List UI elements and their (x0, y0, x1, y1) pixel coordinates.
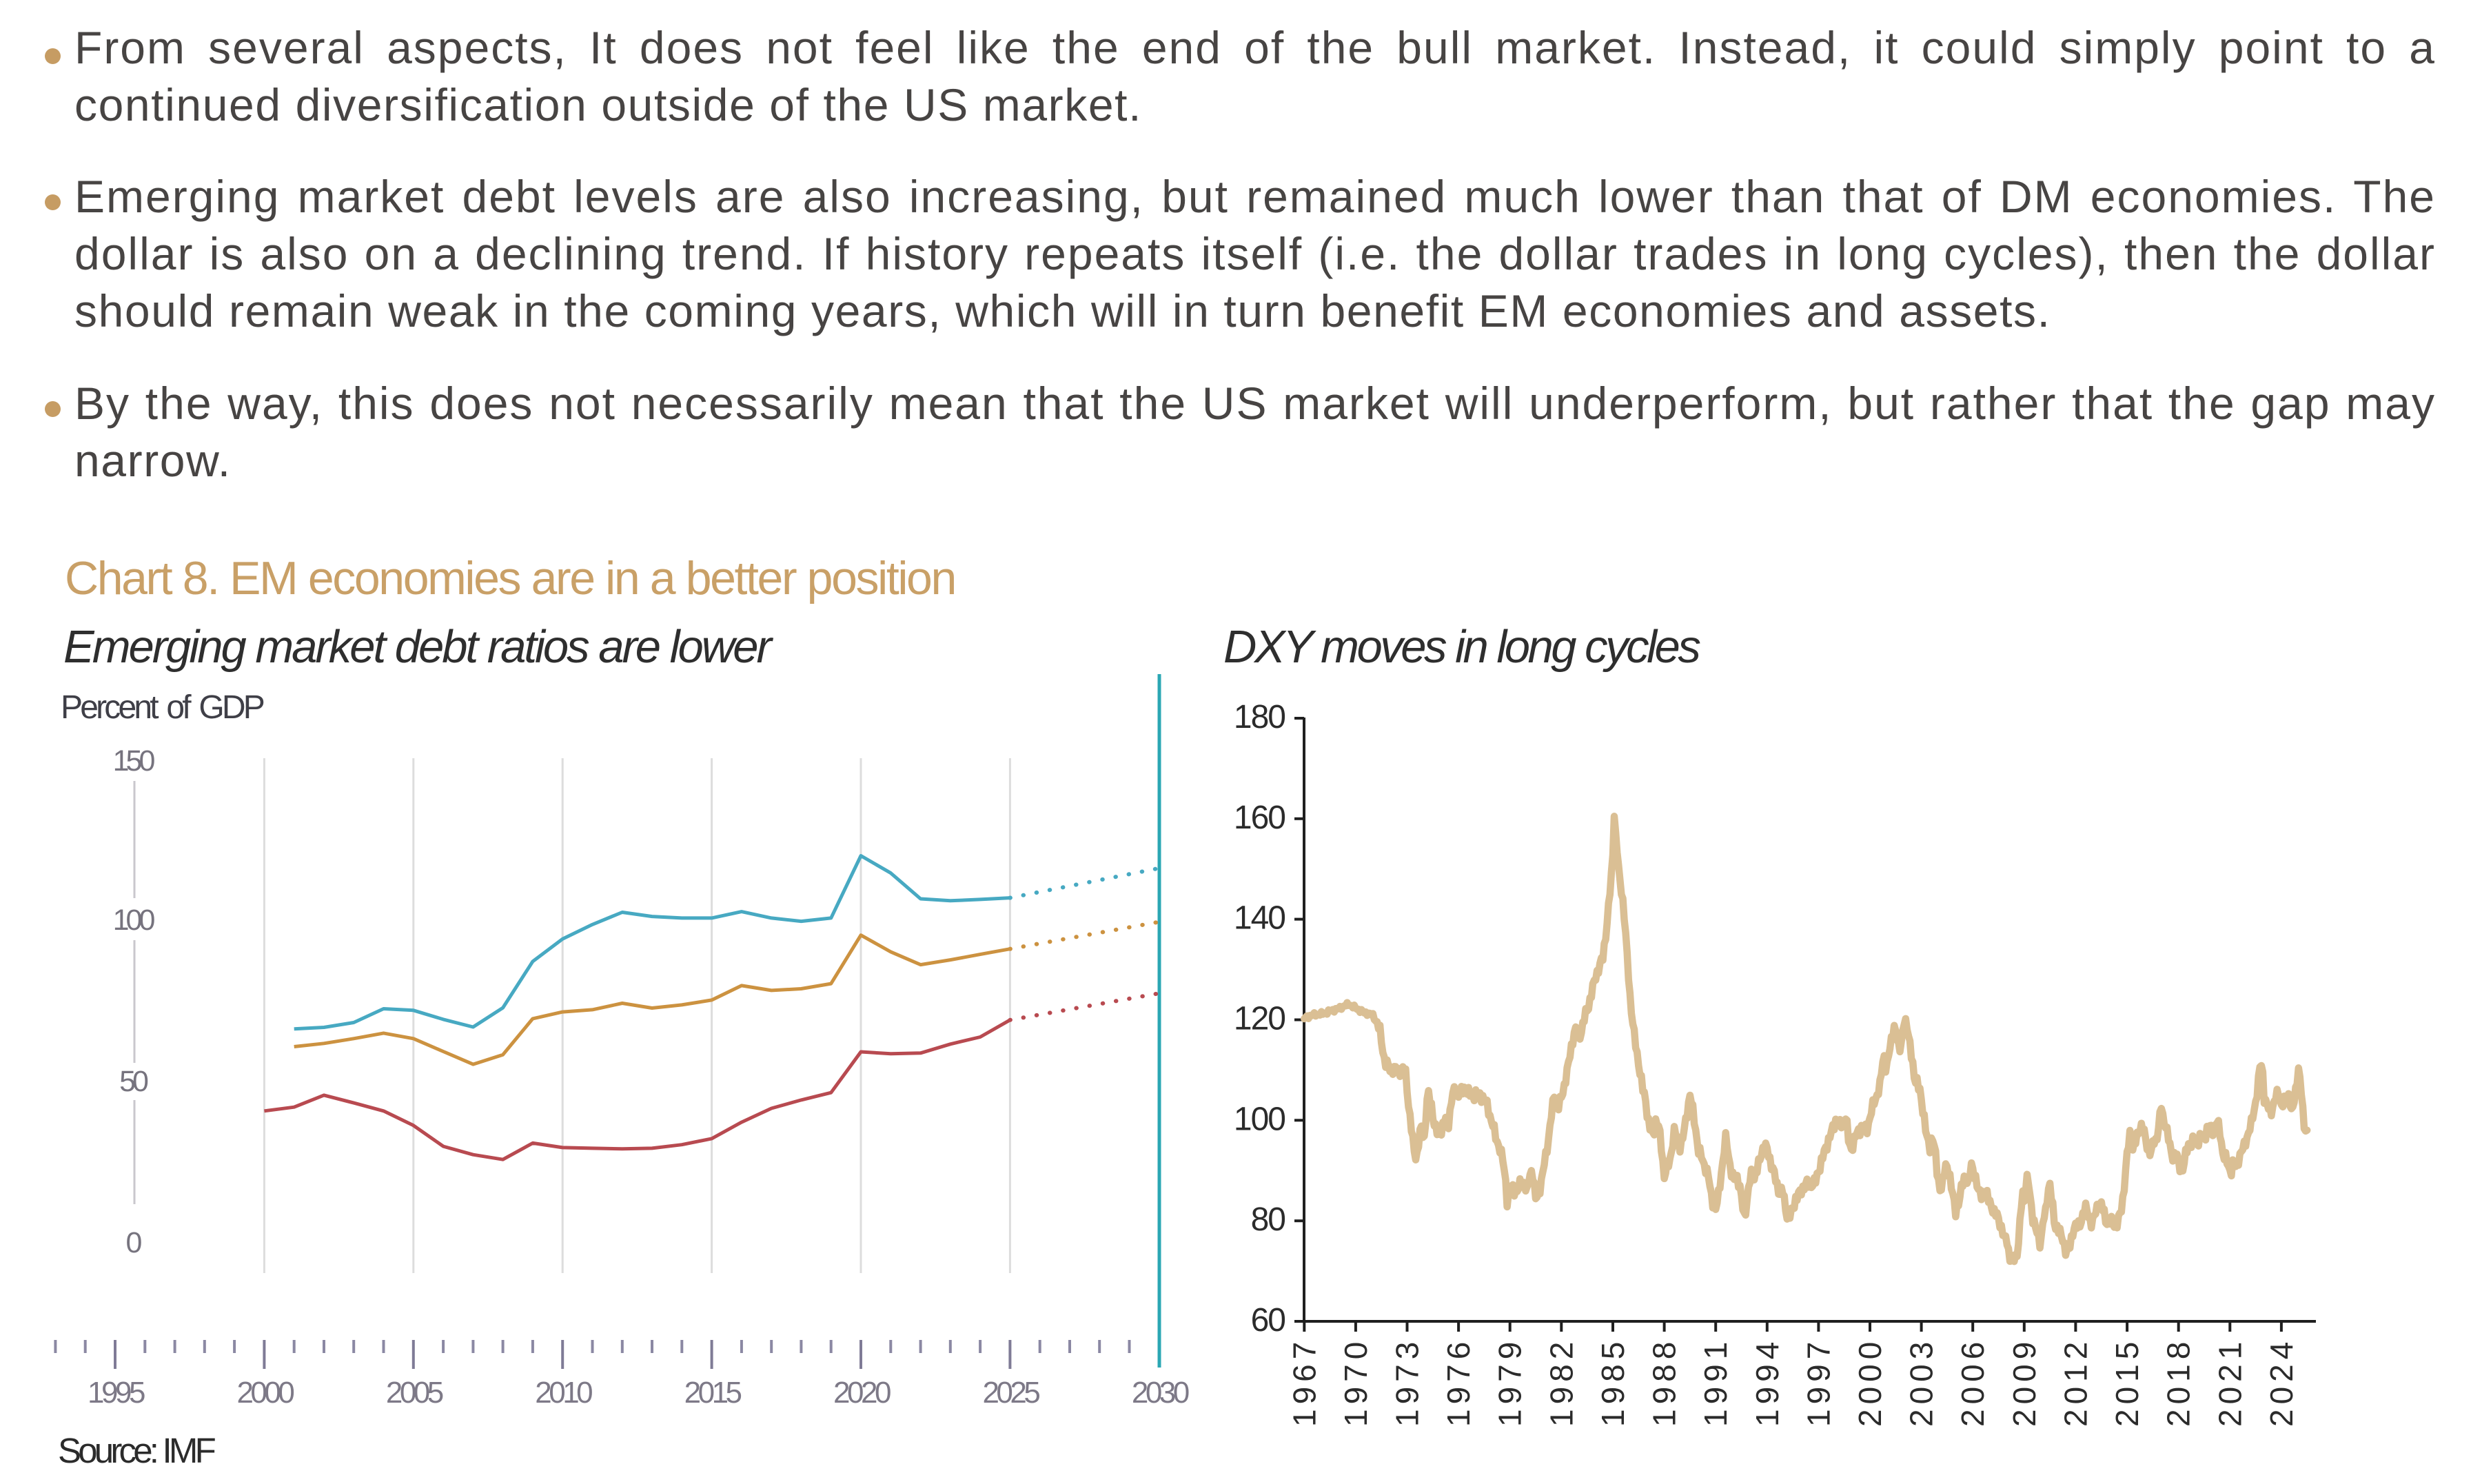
svg-text:2006: 2006 (1955, 1337, 1991, 1427)
svg-text:1979: 1979 (1492, 1337, 1528, 1427)
svg-text:60: 60 (1251, 1302, 1285, 1339)
svg-text:1967: 1967 (1286, 1337, 1322, 1427)
svg-text:2000: 2000 (236, 1376, 294, 1410)
svg-text:1982: 1982 (1543, 1337, 1579, 1427)
svg-text:100: 100 (113, 904, 155, 937)
svg-text:1973: 1973 (1390, 1337, 1425, 1427)
svg-text:1991: 1991 (1698, 1337, 1733, 1427)
svg-text:2012: 2012 (2057, 1337, 2093, 1427)
svg-text:0: 0 (126, 1226, 142, 1259)
svg-text:1985: 1985 (1595, 1337, 1631, 1427)
svg-text:2018: 2018 (2161, 1337, 2197, 1427)
svg-text:2000: 2000 (1852, 1337, 1888, 1427)
svg-text:1988: 1988 (1647, 1337, 1682, 1427)
svg-text:80: 80 (1251, 1201, 1285, 1238)
svg-text:2020: 2020 (833, 1376, 891, 1410)
svg-text:2030: 2030 (1132, 1376, 1189, 1410)
svg-text:2025: 2025 (982, 1376, 1039, 1410)
svg-text:2005: 2005 (386, 1376, 443, 1410)
svg-text:50: 50 (119, 1065, 148, 1098)
svg-text:1976: 1976 (1441, 1337, 1476, 1427)
svg-text:1970: 1970 (1338, 1337, 1374, 1427)
svg-text:160: 160 (1234, 800, 1285, 836)
svg-text:2015: 2015 (684, 1376, 742, 1410)
svg-text:2021: 2021 (2212, 1337, 2248, 1427)
svg-text:1995: 1995 (88, 1376, 145, 1410)
svg-text:2015: 2015 (2109, 1337, 2145, 1427)
svg-text:150: 150 (113, 744, 155, 777)
svg-text:2003: 2003 (1904, 1337, 1940, 1427)
svg-text:140: 140 (1234, 900, 1285, 937)
svg-text:180: 180 (1234, 699, 1285, 735)
svg-text:2009: 2009 (2006, 1337, 2042, 1427)
svg-text:1997: 1997 (1800, 1337, 1836, 1427)
svg-text:2024: 2024 (2264, 1337, 2299, 1427)
svg-text:1994: 1994 (1749, 1337, 1785, 1427)
svg-text:2010: 2010 (535, 1376, 592, 1410)
svg-text:120: 120 (1234, 1001, 1285, 1037)
svg-text:100: 100 (1234, 1101, 1285, 1137)
